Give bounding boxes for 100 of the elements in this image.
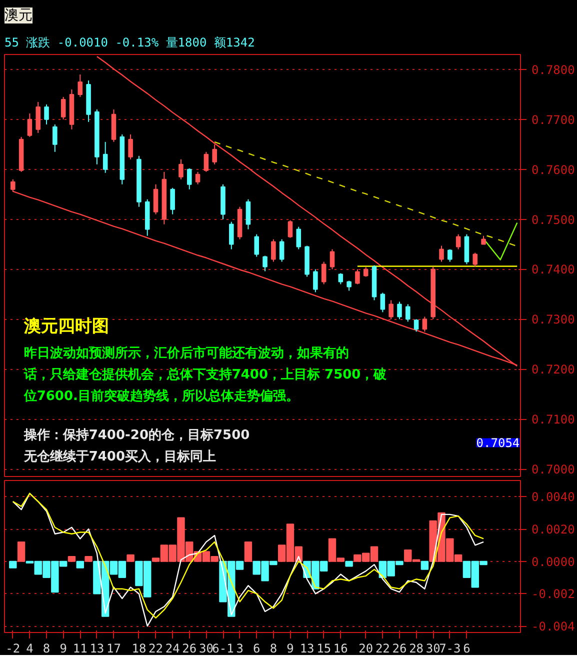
candlestick (363, 266, 368, 278)
x-tick-label: 15 (316, 642, 332, 656)
x-tick-label: -2 (6, 642, 20, 656)
candlestick (405, 304, 410, 322)
x-tick-label: 26 (182, 642, 197, 656)
x-tick-label: 4 (26, 642, 34, 656)
candlestick (448, 248, 452, 262)
y-tick-label: -0.004 (532, 620, 575, 634)
x-tick-label: 6 (463, 642, 470, 656)
x-tick-label: 8 (270, 642, 278, 656)
x-tick-label: 9 (286, 642, 294, 656)
candlestick (338, 272, 344, 285)
candlestick (388, 300, 394, 320)
bar (244, 541, 252, 562)
y-tick-label: 0.7400 (532, 262, 575, 277)
annotation: 位7600.目前突破趋势线，所以总体走势偏强。 (22, 388, 299, 404)
chart-title: 澳元 (4, 8, 32, 24)
y-tick-label: 0.7500 (532, 212, 575, 227)
candlestick (346, 280, 352, 292)
y-tick-label: 0.0020 (532, 522, 575, 537)
y-tick-label: 0.7200 (532, 362, 575, 377)
candlestick (279, 238, 284, 262)
annotation: 昨日波动如预测所示，汇价后市可能还有波动，如果有的 (24, 344, 349, 361)
candlestick (262, 255, 268, 272)
y-tick-label: 0.0000 (532, 554, 575, 569)
candlestick (271, 238, 276, 262)
y-tick-label: 0.7100 (532, 412, 575, 427)
candlestick (102, 141, 108, 174)
x-tick-label: 18 (132, 642, 146, 656)
candlestick (439, 245, 444, 262)
annotation: 无仓继续于7400买入，目标同上 (22, 448, 216, 465)
bar (9, 560, 17, 568)
y-tick-label: -0.002 (532, 587, 575, 602)
candlestick (153, 184, 158, 215)
x-tick-label: 20 (358, 642, 374, 656)
x-tick-label: 13 (90, 642, 104, 656)
candlestick (52, 124, 58, 152)
bar (17, 541, 26, 562)
x-tick-label: 7-3 (439, 642, 461, 656)
x-tick-label: 11 (72, 642, 88, 656)
y-tick-label: 0.7800 (532, 62, 575, 77)
x-tick-label: 16 (333, 642, 348, 656)
candlestick (313, 268, 318, 293)
candlestick (422, 316, 428, 332)
bar (84, 556, 92, 562)
x-tick-label: 22 (375, 642, 390, 656)
x-tick-label: 3 (236, 642, 244, 656)
candlestick (44, 104, 49, 125)
chart-subtitle: 55 涨跌 -0.0010 -0.13% 量1800 额1342 (4, 36, 255, 50)
candlestick (204, 151, 209, 172)
candlestick (170, 187, 175, 215)
x-tick-label: 13 (300, 642, 314, 656)
y-tick-label: 0.7300 (532, 312, 575, 327)
x-tick-label: 6-1 (212, 642, 234, 656)
bar (76, 560, 84, 568)
x-tick-label: 26 (392, 642, 407, 656)
x-tick-label: 6 (253, 642, 260, 656)
candlestick (212, 144, 217, 165)
bar (126, 554, 134, 562)
candlestick (246, 198, 251, 230)
annotation: 0.7054 (476, 436, 520, 450)
line-series (214, 141, 518, 247)
x-tick-label: 28 (409, 642, 424, 656)
candlestick (380, 292, 386, 313)
candlestick (128, 134, 133, 160)
bar (68, 556, 76, 562)
candlestick (178, 158, 184, 180)
candlestick (27, 112, 32, 138)
y-tick-label: 0.7000 (532, 462, 575, 477)
x-tick-label: 9 (60, 642, 67, 656)
y-tick-label: 0.7600 (532, 162, 575, 177)
candlestick (296, 226, 302, 250)
y-tick-label: 0.0040 (532, 490, 575, 504)
candlestick (397, 301, 402, 320)
candlestick (254, 234, 260, 258)
x-tick-label: 17 (106, 642, 121, 656)
candlestick (186, 168, 192, 190)
candlestick (321, 261, 326, 285)
x-tick-label: 30 (198, 642, 214, 656)
candlestick (195, 171, 200, 185)
candlestick (456, 234, 461, 250)
candlestick (78, 74, 83, 98)
candlestick (414, 318, 419, 332)
annotation: 话，只给建仓提供机会，总体下支持7400，上目标 7500，破 (22, 366, 388, 383)
x-tick-label: 8 (42, 642, 50, 656)
x-tick-label: 22 (148, 642, 163, 656)
line-series (482, 222, 518, 260)
candlestick (60, 96, 66, 120)
x-tick-label: 24 (165, 642, 180, 656)
candlestick (330, 248, 335, 270)
y-tick-label: 0.7700 (532, 112, 575, 127)
bar (345, 560, 353, 567)
candlestick (288, 220, 293, 238)
bar (420, 560, 429, 570)
candlestick (36, 101, 41, 134)
x-tick-label: 30 (426, 642, 440, 656)
candlestick (229, 221, 234, 250)
candlestick (10, 178, 16, 192)
annotation: 操作：保持7400-20的仓，目标7500 (22, 428, 250, 444)
candlestick (472, 252, 478, 268)
